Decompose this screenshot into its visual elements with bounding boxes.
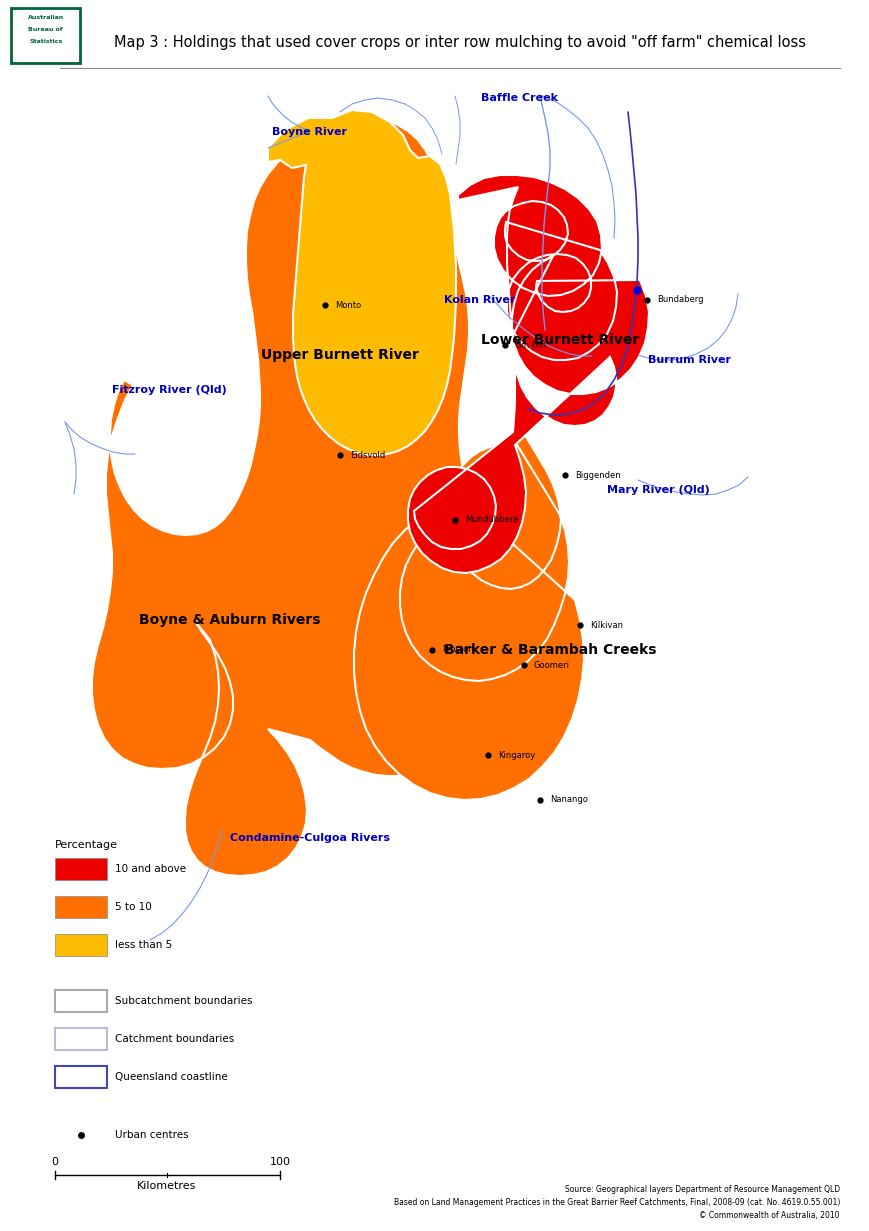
Text: 100: 100 (269, 1157, 290, 1167)
Text: Kilkivan: Kilkivan (589, 620, 622, 629)
Text: Lower Burnett River: Lower Burnett River (481, 334, 639, 347)
Bar (55, 934, 107, 956)
Text: Monto: Monto (335, 300, 361, 309)
Text: less than 5: less than 5 (115, 940, 172, 950)
Text: Mary River (Qld): Mary River (Qld) (607, 485, 709, 495)
Text: Australian: Australian (28, 15, 63, 20)
Text: Nanango: Nanango (549, 795, 587, 805)
Polygon shape (408, 175, 648, 572)
Bar (55, 1066, 107, 1088)
Text: Catchment boundaries: Catchment boundaries (115, 1034, 234, 1044)
Text: Condamine-Culgoa Rivers: Condamine-Culgoa Rivers (229, 833, 389, 843)
Text: Barker & Barambah Creeks: Barker & Barambah Creeks (443, 643, 655, 657)
Text: Proston: Proston (441, 645, 473, 655)
Text: Boyne River: Boyne River (272, 127, 347, 137)
Polygon shape (268, 110, 455, 455)
Bar (55, 858, 107, 880)
Bar (55, 1028, 107, 1050)
Text: Bundaberg: Bundaberg (656, 295, 703, 304)
Text: Subcatchment boundaries: Subcatchment boundaries (115, 996, 252, 1006)
Text: 5 to 10: 5 to 10 (115, 902, 151, 912)
Text: 0: 0 (51, 1157, 58, 1167)
Text: Statistics: Statistics (29, 39, 63, 44)
Text: Percentage: Percentage (55, 840, 118, 849)
Text: Fitzroy River (Qld): Fitzroy River (Qld) (112, 385, 227, 395)
Text: Queensland coastline: Queensland coastline (115, 1072, 228, 1082)
Text: Kolan River: Kolan River (444, 295, 515, 305)
Text: Kilometres: Kilometres (137, 1181, 196, 1192)
Text: Mundubbera: Mundubbera (464, 516, 518, 524)
Text: Burrum River: Burrum River (647, 355, 731, 366)
Polygon shape (92, 118, 483, 876)
Text: Baffle Creek: Baffle Creek (481, 94, 558, 103)
Text: Biggenden: Biggenden (574, 470, 620, 480)
Bar (55, 896, 107, 918)
Text: Eidsvold: Eidsvold (349, 451, 385, 459)
Bar (55, 990, 107, 1012)
Text: Bureau of: Bureau of (29, 27, 63, 32)
Text: Goomeri: Goomeri (534, 661, 569, 670)
Text: Boyne & Auburn Rivers: Boyne & Auburn Rivers (139, 613, 321, 627)
Text: Urban centres: Urban centres (115, 1130, 189, 1140)
Text: 10 and above: 10 and above (115, 864, 186, 874)
Polygon shape (354, 420, 583, 800)
Text: Source: Geographical layers Department of Resource Management QLD
Based on Land : Source: Geographical layers Department o… (393, 1185, 839, 1220)
Text: Map 3 : Holdings that used cover crops or inter row mulching to avoid "off farm": Map 3 : Holdings that used cover crops o… (114, 34, 805, 49)
Text: Upper Burnett River: Upper Burnett River (261, 348, 419, 362)
Text: Kingaroy: Kingaroy (497, 751, 534, 760)
Text: Gin Gin: Gin Gin (514, 341, 546, 350)
